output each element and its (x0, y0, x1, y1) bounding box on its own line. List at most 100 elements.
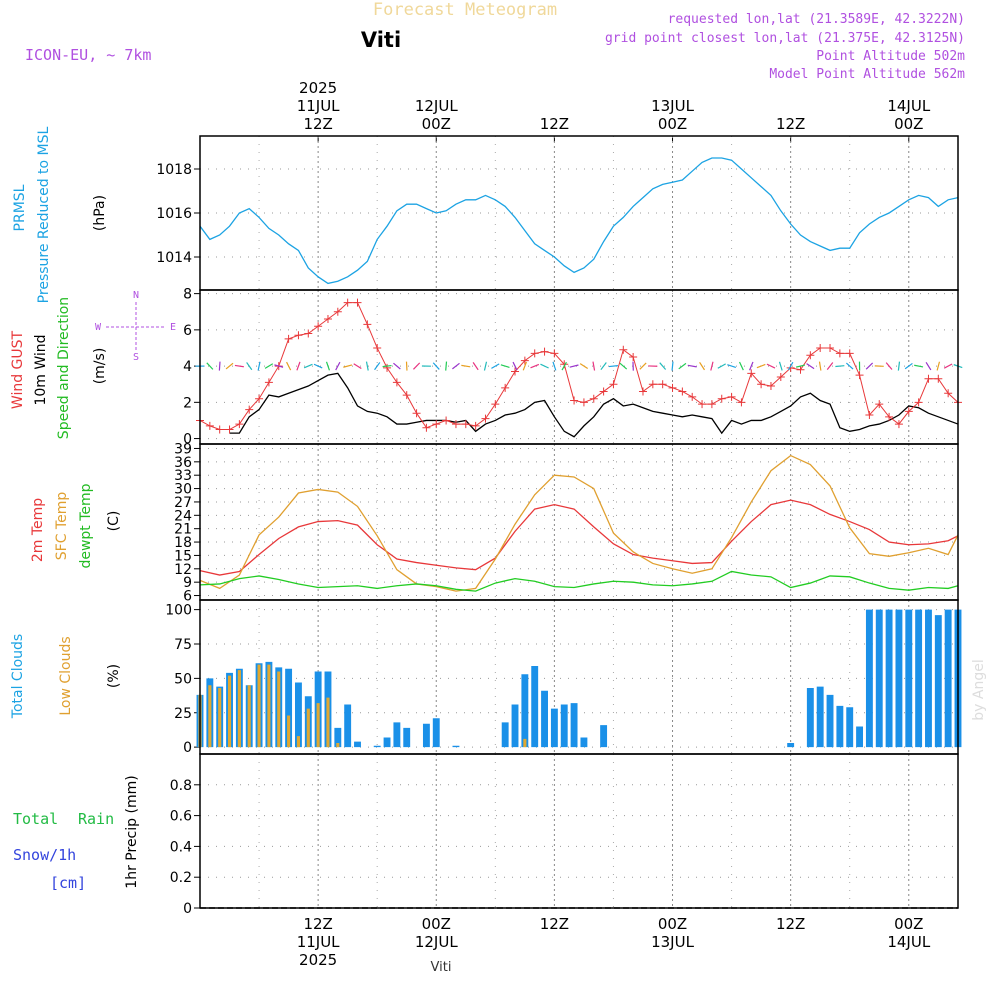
time-label-top: 00Z (894, 115, 923, 133)
wind-gust-marker (442, 416, 451, 425)
wind-gust-marker (392, 378, 401, 387)
total-cloud-bar (422, 723, 430, 748)
wind-gust-marker (461, 420, 470, 429)
wind-ytick-label: 6 (183, 323, 192, 339)
low-cloud-bar (218, 688, 222, 748)
time-label-bottom: 12Z (303, 915, 332, 933)
total-cloud-bar (925, 609, 932, 748)
wind-gust-marker (737, 398, 746, 407)
temp-ytick-label: 9 (183, 575, 192, 591)
wind-direction-arrow (914, 364, 924, 368)
wind-direction-arrow (374, 362, 381, 371)
total-cloud-bar (373, 745, 381, 748)
total-cloud-bar (403, 727, 411, 748)
time-label-top: 11JUL (297, 97, 340, 115)
total-cloud-bar (541, 690, 548, 748)
wind-direction-arrow (218, 361, 221, 371)
total-cloud-bar (550, 708, 558, 748)
wind-direction-arrow (452, 362, 460, 370)
wind-gust-marker (294, 331, 303, 340)
wind-direction-arrow (936, 361, 941, 371)
total-cloud-bar (934, 615, 942, 748)
wind-gust-marker (885, 412, 894, 421)
wind-gust-marker (816, 343, 825, 352)
total-cloud-bar (905, 609, 913, 748)
pressure-label-b: Pressure Reduced to MSL (36, 126, 52, 303)
wind-gust-marker (284, 334, 293, 343)
total-cloud-bar (885, 609, 893, 748)
precip-label-rain: Rain (78, 810, 114, 828)
wind-gust-marker (402, 391, 411, 400)
precip-ytick-label: 0.8 (170, 778, 192, 794)
pressure-labels: PRMSL Pressure Reduced to MSL (hPa) (12, 126, 108, 303)
wind-gust-marker (609, 380, 618, 389)
wind-label-dir: Speed and Direction (56, 297, 72, 439)
wind-direction-arrow (274, 364, 284, 368)
compass-n: N (133, 290, 139, 301)
wind-direction-arrow (943, 363, 953, 369)
total-cloud-bar (344, 704, 352, 748)
wind-direction-arrow (619, 362, 628, 370)
total-cloud-bar (294, 682, 302, 748)
wind-gust-marker (540, 347, 549, 356)
wind-gust-marker (530, 349, 539, 358)
wind-gust-marker (333, 307, 342, 316)
precip-ytick-label: 0 (183, 901, 192, 917)
total-cloud-bar (600, 725, 608, 748)
wind-direction-arrow (826, 362, 834, 371)
precip-label-cm: [cm] (50, 874, 86, 892)
time-label-bottom: 13JUL (651, 933, 694, 951)
pressure-frame (199, 135, 959, 291)
wind-ytick-label: 2 (183, 395, 192, 411)
time-label-top: 12Z (540, 115, 569, 133)
wind-direction-arrow (756, 363, 766, 369)
time-label-top: 12JUL (415, 97, 458, 115)
temp-ytick-label: 21 (174, 522, 192, 538)
temp-label-sfc: SFC Temp (54, 492, 70, 561)
wind-gust-marker (619, 345, 628, 354)
wind-direction-arrow (296, 361, 301, 371)
compass-e: E (170, 322, 176, 333)
wind-direction-arrow (365, 361, 369, 371)
wind-gust-marker (757, 380, 766, 389)
wind-direction-arrow (749, 361, 754, 371)
wind-direction-arrow (787, 361, 794, 371)
temp-ytick-label: 18 (174, 535, 192, 551)
wind-direction-arrow (432, 362, 440, 370)
wind-gust-marker (934, 374, 943, 383)
time-label-bottom: 2025 (299, 951, 337, 969)
time-label-bottom: 12JUL (415, 933, 458, 951)
wind-label-gust: Wind GUST (10, 330, 26, 409)
wind-gust-marker (353, 298, 362, 307)
wind-gust-marker (904, 407, 913, 416)
total-cloud-bar (511, 704, 519, 748)
wind-direction-arrow (500, 364, 510, 368)
wind-direction-arrow (766, 363, 776, 369)
wind-ytick-label: 8 (183, 287, 192, 303)
clouds-ytick-label: 25 (174, 706, 192, 722)
clouds-ytick-label: 75 (174, 637, 192, 653)
wind-direction-arrow (579, 363, 589, 370)
wind-gust-marker (875, 400, 884, 409)
wind-direction-arrow (795, 364, 806, 368)
wind-direction-arrow (353, 363, 362, 369)
total-cloud-bar (787, 743, 795, 748)
wind-direction-arrow (206, 362, 214, 370)
wind-direction-arrow (885, 362, 893, 370)
wind-gust-marker (550, 349, 559, 358)
pressure-unit: (hPa) (92, 195, 108, 231)
total-cloud-bar (806, 688, 814, 748)
time-label-bottom: 12Z (540, 915, 569, 933)
temp-ytick-label: 27 (174, 495, 192, 511)
precip-label-total: Total (13, 810, 58, 828)
time-label-bottom: 11JUL (297, 933, 340, 951)
time-label-top: 00Z (422, 115, 451, 133)
wind-direction-arrow (897, 361, 901, 371)
wind-gust-marker (747, 369, 756, 378)
clouds-frame (199, 599, 959, 755)
cloud-labels: Total Clouds Low Clouds (%) (10, 634, 122, 719)
wind-gust-marker (845, 349, 854, 358)
wind-gust-marker (776, 372, 785, 381)
wind-gust-marker (707, 400, 716, 409)
